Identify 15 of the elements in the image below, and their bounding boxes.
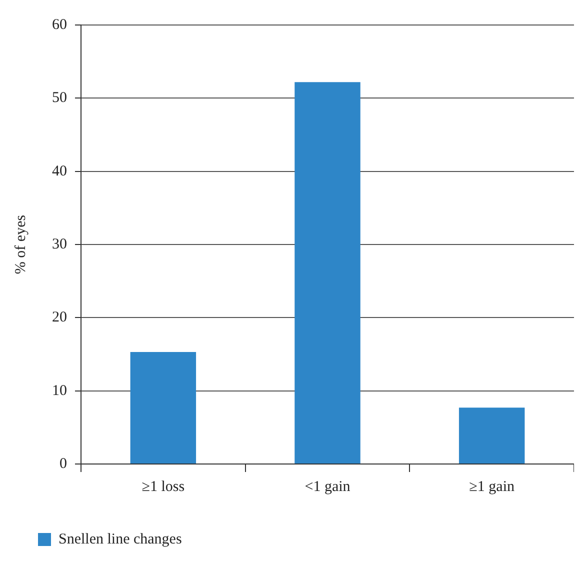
y-tick-label: 50: [52, 90, 67, 106]
bar: [294, 82, 360, 464]
legend-label: Snellen line changes: [58, 531, 182, 548]
y-axis-title: % of eyes: [12, 214, 29, 274]
bar: [458, 408, 525, 464]
y-tick-label: 20: [52, 310, 67, 326]
y-tick-label: 10: [52, 382, 67, 399]
x-tick-label: ≥1 loss: [142, 478, 185, 495]
y-tick-label: 60: [52, 16, 67, 33]
y-tick-label: 40: [52, 163, 67, 180]
x-tick-label: <1 gain: [304, 478, 351, 495]
y-tick-label: 0: [60, 456, 67, 472]
y-tick-label: 30: [52, 236, 67, 252]
bar: [130, 352, 196, 464]
x-tick-label: ≥1 gain: [469, 478, 515, 495]
